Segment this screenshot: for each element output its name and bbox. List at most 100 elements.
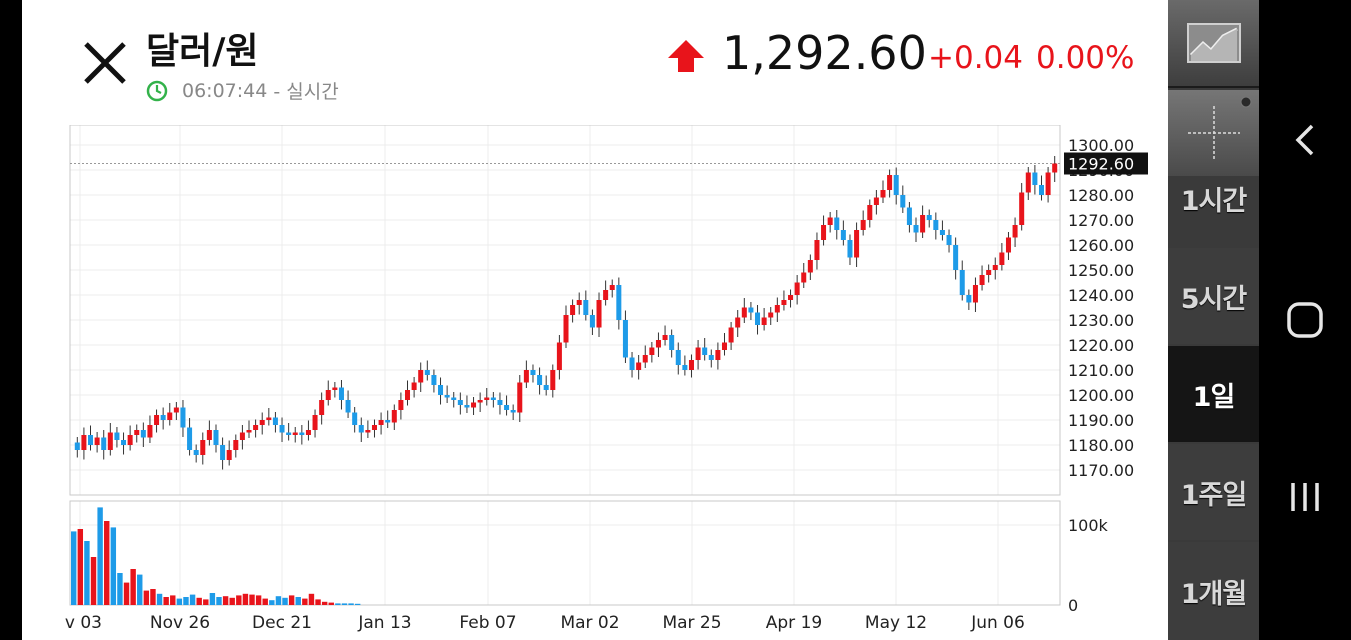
x-tick-label: Nov 26: [150, 613, 210, 633]
period-1hour-label: 1시간: [1180, 185, 1247, 217]
volume-bar: [137, 574, 143, 605]
period-1hour[interactable]: 1시간: [1168, 150, 1259, 246]
price-change: +0.04: [928, 40, 1023, 76]
candle: [642, 345, 648, 368]
candle: [913, 217, 919, 242]
candle: [695, 340, 701, 370]
period-1week-label: 1주일: [1180, 479, 1247, 511]
y-tick-label: 1210.00: [1068, 361, 1134, 380]
volume-bar: [236, 595, 242, 605]
candle: [154, 409, 160, 433]
candle: [471, 397, 477, 415]
candle: [556, 335, 562, 380]
y-tick-label: 1190.00: [1068, 411, 1134, 430]
candle: [266, 408, 272, 426]
candle: [854, 222, 860, 267]
back-icon: [1295, 124, 1314, 156]
candle: [438, 377, 444, 405]
close-button[interactable]: [80, 40, 130, 86]
period-1day[interactable]: 1일: [1168, 346, 1259, 442]
volume-bar: [315, 599, 321, 605]
candle: [715, 342, 721, 370]
candle: [821, 215, 827, 246]
candle: [312, 409, 318, 438]
candle: [187, 418, 193, 456]
main-plot-frame: [69, 125, 1061, 496]
candle: [431, 369, 437, 393]
realtime-label: - 실시간: [273, 81, 339, 103]
volume-bar: [170, 595, 176, 605]
candle: [180, 400, 186, 437]
volume-tick-label: 0: [1068, 596, 1078, 615]
nav-back-button[interactable]: [1259, 105, 1351, 175]
candle: [774, 297, 780, 322]
volume-bar: [110, 527, 117, 605]
candle: [226, 440, 232, 466]
candle: [609, 279, 615, 298]
candle: [873, 190, 879, 215]
candle: [814, 232, 820, 270]
y-tick-label: 1250.00: [1068, 261, 1134, 280]
candle: [81, 427, 87, 460]
volume-bar: [163, 597, 169, 605]
candle: [900, 185, 906, 213]
candle: [457, 392, 463, 415]
candle: [477, 392, 483, 412]
line-chart-icon: [1186, 23, 1241, 63]
volume-bar: [321, 601, 328, 605]
candle: [603, 280, 609, 306]
volume-bar: [341, 603, 348, 605]
nav-recents-button[interactable]: [1259, 462, 1351, 532]
volume-bar: [203, 599, 209, 605]
candle: [94, 432, 100, 453]
candle: [721, 333, 728, 356]
candle: [220, 437, 226, 470]
candle: [755, 305, 761, 335]
period-1week[interactable]: 1주일: [1168, 444, 1259, 540]
candle: [860, 210, 866, 236]
candle: [834, 210, 840, 240]
candle: [1032, 165, 1038, 195]
candle: [946, 229, 952, 253]
volume-bar: [229, 597, 235, 605]
y-tick-label: 1230.00: [1068, 311, 1134, 330]
candle: [622, 310, 628, 363]
volume-bar: [302, 598, 308, 605]
volume-bar: [117, 573, 123, 605]
nav-home-button[interactable]: [1259, 285, 1351, 355]
volume-bar: [216, 597, 222, 605]
period-1month[interactable]: 1개월: [1168, 542, 1259, 640]
price-change-percent: 0.00%: [1036, 40, 1135, 76]
volume-bar: [249, 594, 255, 605]
volume-bar: [308, 593, 315, 605]
y-tick-label: 1240.00: [1068, 286, 1134, 305]
candle: [213, 424, 219, 453]
candle: [933, 212, 939, 240]
y-tick-label: 1200.00: [1068, 386, 1134, 405]
x-tick-label: Mar 02: [560, 613, 619, 633]
crosshair-button[interactable]: [1168, 90, 1259, 176]
candle: [167, 403, 173, 426]
candle: [788, 289, 794, 308]
candle: [127, 425, 133, 451]
chart-type-button[interactable]: [1168, 0, 1259, 88]
candle: [259, 412, 265, 435]
volume-bar: [130, 569, 136, 605]
candle: [543, 375, 549, 396]
candle: [451, 392, 457, 408]
candle: [662, 325, 668, 346]
candle: [464, 395, 470, 413]
candle: [523, 360, 529, 388]
y-tick-label: 1170.00: [1068, 461, 1134, 480]
period-5hour[interactable]: 5시간: [1168, 248, 1259, 344]
candle: [807, 254, 813, 280]
candle: [953, 237, 959, 280]
candle: [319, 392, 325, 425]
volume-bar: [269, 600, 275, 605]
price-chart[interactable]: 1300.001290.001280.001270.001260.001250.…: [22, 125, 1168, 640]
candle: [840, 220, 846, 246]
candle: [708, 349, 714, 368]
candle: [239, 425, 245, 450]
candle: [583, 290, 589, 321]
candle: [794, 275, 800, 305]
